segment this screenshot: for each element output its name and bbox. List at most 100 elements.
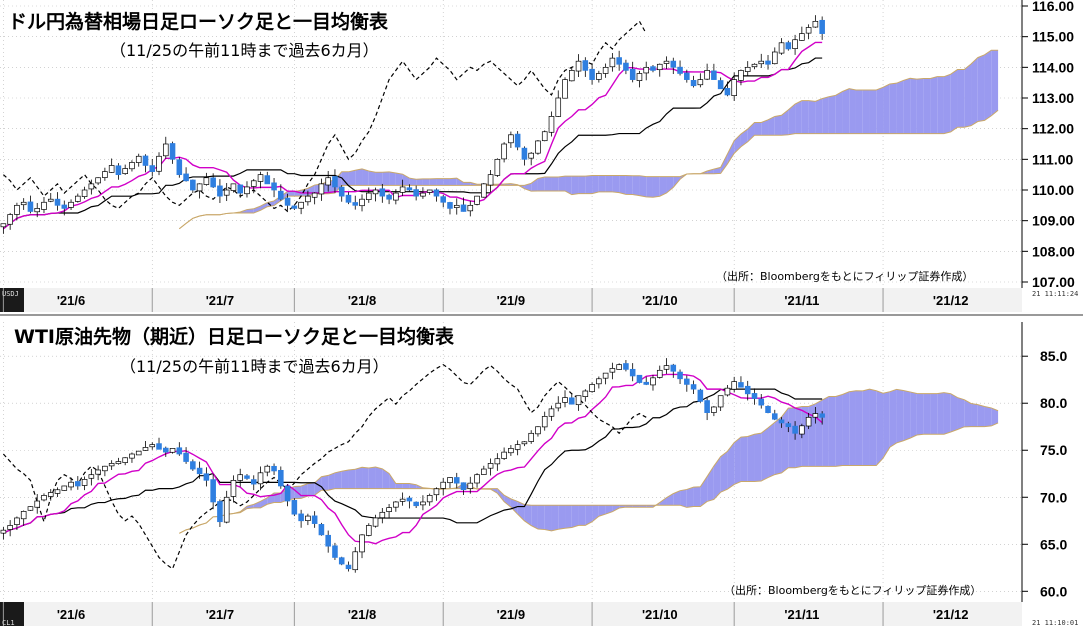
cloud-segment [869, 389, 877, 466]
senkou-span-a-line [179, 49, 999, 230]
candle-body [663, 60, 670, 64]
candle-body [0, 529, 7, 534]
cloud-segment [558, 505, 566, 530]
candle-body [508, 134, 514, 144]
candle-body [413, 501, 419, 507]
x-tick-label: '21/8 [348, 293, 376, 308]
candle-body [805, 27, 812, 34]
candle-body [555, 402, 562, 409]
senkou-span-b-line [179, 422, 999, 534]
cloud-segment [544, 505, 552, 531]
y-tick-label: 65.0 [1040, 536, 1067, 552]
candle-body [589, 384, 595, 393]
cloud-segment [436, 178, 444, 186]
candle-body [684, 72, 690, 80]
candle-body [582, 60, 589, 71]
candle-body [223, 189, 230, 196]
candle-body [230, 183, 237, 191]
candle-body [426, 495, 433, 503]
candle-body [47, 198, 54, 202]
candle-body [190, 179, 196, 191]
candle-body [20, 511, 27, 520]
wti-status-time: 21 11:10:01 [1032, 619, 1078, 627]
cloud-segment [693, 486, 701, 507]
y-tick-label: 112.00 [1032, 121, 1074, 137]
candle-body [447, 202, 453, 209]
candle-body [575, 395, 582, 406]
candle-body [305, 195, 311, 203]
candle-body [305, 515, 311, 521]
candle-body [521, 441, 528, 445]
candle-body [217, 185, 223, 197]
candle-body [690, 80, 697, 87]
cloud-segment [612, 505, 620, 512]
x-tick-label: '21/12 [933, 293, 969, 308]
y-tick-label: 80.0 [1040, 395, 1067, 411]
cloud-segment [544, 176, 552, 191]
candle-body [596, 73, 602, 80]
cloud-segment [537, 176, 545, 191]
cloud-segment [903, 78, 911, 134]
cloud-segment [855, 390, 863, 466]
cloud-segment [801, 406, 809, 467]
y-tick-label: 116.00 [1032, 0, 1074, 14]
cloud-segment [565, 505, 572, 529]
candle-body [433, 189, 440, 197]
cloud-segment [348, 170, 356, 186]
cloud-segment [321, 475, 329, 491]
x-tick-label: '21/9 [497, 293, 525, 308]
candle-body [318, 524, 325, 536]
candle-body [237, 474, 244, 481]
candle-body [196, 467, 203, 475]
candle-body [230, 479, 237, 497]
cloud-segment [768, 422, 775, 478]
wti-xaxis-bar [0, 602, 1022, 626]
usdjpy-candles [0, 15, 825, 234]
candle-body [704, 70, 710, 80]
candle-body [440, 196, 447, 203]
candle-body [210, 177, 216, 188]
cloud-segment [835, 91, 843, 134]
candle-body [575, 60, 582, 72]
candle-body [284, 485, 291, 502]
cloud-segment [619, 175, 626, 195]
cloud-segment [862, 90, 870, 134]
cloud-segment [301, 483, 308, 499]
candle-body [650, 66, 656, 71]
candle-body [129, 162, 135, 170]
candle-body [541, 131, 548, 142]
candle-body [298, 513, 304, 522]
candle-body [819, 19, 825, 34]
cloud-segment [768, 116, 775, 136]
candle-body [765, 405, 771, 413]
x-tick-label: '21/6 [57, 293, 85, 308]
candle-body [284, 197, 291, 206]
candle-body [250, 479, 257, 485]
cloud-segment [781, 408, 789, 473]
candle-body [27, 506, 34, 511]
candle-body [217, 501, 223, 523]
cloud-segment [923, 393, 931, 435]
candle-body [717, 80, 724, 90]
cloud-segment [578, 505, 586, 526]
candle-body [812, 20, 819, 28]
tenkan-line [3, 373, 823, 545]
x-tick-label: '21/11 [784, 607, 819, 622]
cloud-segment [625, 175, 633, 195]
candle-body [88, 183, 95, 190]
cloud-segment [348, 469, 356, 489]
candle-body [568, 70, 575, 82]
x-tick-label: '21/12 [933, 607, 969, 622]
cloud-segment [652, 176, 660, 198]
candle-body [704, 400, 710, 413]
cloud-segment [443, 178, 450, 186]
cloud-segment [253, 501, 261, 508]
cloud-segment [977, 54, 985, 122]
candle-body [311, 515, 318, 524]
cloud-segment [971, 57, 978, 126]
candle-body [785, 423, 792, 428]
candle-body [582, 390, 589, 397]
cloud-segment [754, 433, 762, 482]
cloud-segment [876, 87, 884, 134]
candle-body [81, 189, 88, 197]
